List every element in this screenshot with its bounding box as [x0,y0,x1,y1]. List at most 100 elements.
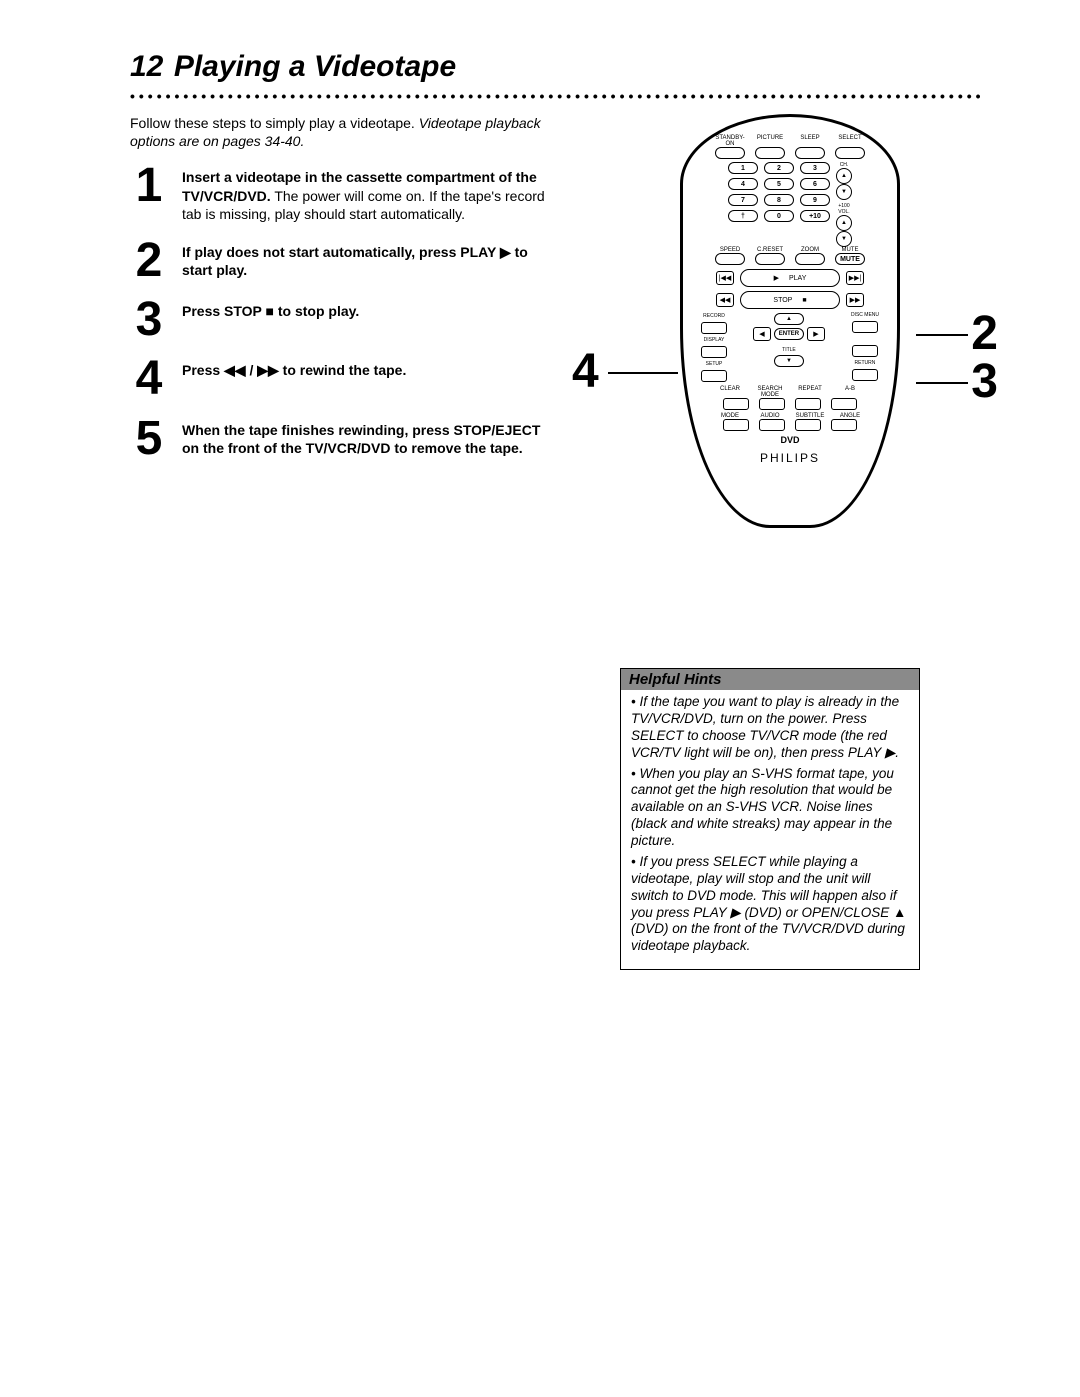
sleep-button[interactable] [795,147,825,159]
step-bold: Press ◀◀ / ▶▶ to rewind the tape. [182,362,406,378]
ffwd-button[interactable]: ▶▶ [846,293,864,307]
record-button[interactable] [701,322,727,334]
num-7-button[interactable]: 7 [728,194,758,206]
label: SEARCH MODE [755,386,785,398]
num-3-button[interactable]: 3 [800,162,830,174]
mode-button[interactable] [723,419,749,431]
helpful-hints-box: Helpful Hints If the tape you want to pl… [620,668,920,970]
standby-button[interactable] [715,147,745,159]
display-button[interactable] [701,346,727,358]
return-button[interactable] [852,369,878,381]
step-5: 5 When the tape finishes rewinding, pres… [130,417,560,460]
nav-down-button[interactable] [774,355,804,367]
step-1: 1 Insert a videotape in the cassette com… [130,164,560,223]
label [864,336,865,342]
setup-button[interactable] [701,370,727,382]
step-4: 4 Press ◀◀ / ▶▶ to rewind the tape. [130,357,560,400]
instruction-column: Follow these steps to simply play a vide… [130,114,560,970]
top-label-row: STANDBY-ON PICTURE SLEEP SELECT [697,135,883,147]
hint-item: If you press SELECT while playing a vide… [631,854,909,955]
num-1-button[interactable]: 1 [728,162,758,174]
num-9-button[interactable]: 9 [800,194,830,206]
step-bold: If play does not start automatically, pr… [182,244,528,278]
creset-button[interactable] [755,253,785,265]
clear-button[interactable] [723,398,749,410]
label: CLEAR [715,386,745,398]
step-body: If play does not start automatically, pr… [182,239,560,279]
remote-figure: 4 2 3 STANDBY-ON PICTURE SLEEP SELECT [610,114,970,528]
nav-left-button[interactable]: ◀ [753,327,771,341]
page-title: Playing a Videotape [174,50,456,83]
step-number: 5 [130,417,168,460]
label: RETURN [855,360,876,366]
dotted-rule: ••••••••••••••••••••••••••••••••••••••••… [130,88,980,104]
callout-line [916,334,968,336]
step-number: 4 [130,357,168,400]
nav-up-button[interactable] [774,313,804,325]
hint-item: If the tape you want to play is already … [631,694,909,762]
dvd-logo: DVD [697,435,883,445]
rewind-button[interactable]: ◀◀ [716,293,734,307]
num-misc-button[interactable]: † [728,210,758,222]
label: RECORD [703,313,725,319]
search-mode-button[interactable] [759,398,785,410]
step-bold: When the tape finishes rewinding, press … [182,422,540,456]
skip-prev-button[interactable]: |◀◀ [716,271,734,285]
label: TITLE [782,347,796,353]
label: REPEAT [795,386,825,398]
repeat-ab-button[interactable] [831,398,857,410]
audio-button[interactable] [759,419,785,431]
zoom-button[interactable] [795,253,825,265]
select-button[interactable] [835,147,865,159]
label: SELECT [835,135,865,147]
num-4-button[interactable]: 4 [728,178,758,190]
num-2-button[interactable]: 2 [764,162,794,174]
disc-menu-button[interactable] [852,321,878,333]
num-0-button[interactable]: 0 [764,210,794,222]
step-body: When the tape finishes rewinding, press … [182,417,560,457]
callout-line [916,382,968,384]
figure-column: 4 2 3 STANDBY-ON PICTURE SLEEP SELECT [590,114,980,970]
blank-button[interactable] [852,345,878,357]
skip-next-button[interactable]: ▶▶| [846,271,864,285]
subtitle-button[interactable] [795,419,821,431]
intro-text: Follow these steps to simply play a vide… [130,114,560,150]
step-bold: Press STOP ■ to stop play. [182,303,359,319]
page-header: 12 Playing a Videotape [130,50,980,84]
stop-button[interactable]: STOP ■ [740,291,840,309]
play-button[interactable]: ▶ PLAY [740,269,840,287]
picture-button[interactable] [755,147,785,159]
step-body: Press STOP ■ to stop play. [182,298,359,320]
num-8-button[interactable]: 8 [764,194,794,206]
callout-2: 2 [971,306,998,361]
ch-up-button[interactable] [836,168,852,184]
hint-item: When you play an S-VHS format tape, you … [631,766,909,850]
nav-right-button[interactable]: ▶ [807,327,825,341]
callout-line [608,372,678,374]
page-number: 12 [130,50,163,83]
vol-up-button[interactable] [836,215,852,231]
step-2: 2 If play does not start automatically, … [130,239,560,282]
ch-down-button[interactable] [836,184,852,200]
label: DISPLAY [704,337,725,343]
label: SETUP [706,361,723,367]
mute-button[interactable]: MUTE [835,253,865,265]
stop-label: STOP [773,297,792,304]
callout-3: 3 [971,354,998,409]
step-body: Press ◀◀ / ▶▶ to rewind the tape. [182,357,406,379]
num-6-button[interactable]: 6 [800,178,830,190]
num-5-button[interactable]: 5 [764,178,794,190]
step-number: 1 [130,164,168,207]
speed-button[interactable] [715,253,745,265]
repeat-button[interactable] [795,398,821,410]
num-plus10-button[interactable]: +10 [800,210,830,222]
enter-button[interactable]: ENTER [774,328,804,340]
vol-down-button[interactable] [836,231,852,247]
label: DISC MENU [851,313,879,318]
step-body: Insert a videotape in the cassette compa… [182,164,560,223]
intro-plain: Follow these steps to simply play a vide… [130,115,415,131]
angle-button[interactable] [831,419,857,431]
step-number: 3 [130,298,168,341]
label: PICTURE [755,135,785,147]
step-number: 2 [130,239,168,282]
